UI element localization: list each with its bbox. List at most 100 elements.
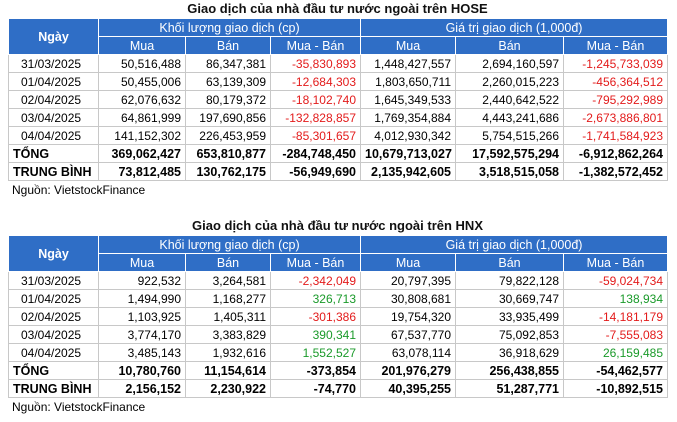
- value-cell: 26,159,485: [562, 343, 669, 362]
- value-cell: 30,669,747: [455, 289, 564, 308]
- value-cell: 62,076,632: [98, 90, 186, 109]
- column-header: Mua - Bán: [270, 36, 361, 55]
- value-cell: 3,485,143: [98, 343, 186, 362]
- value-cell: 20,797,395: [360, 271, 456, 290]
- column-header: Mua: [98, 253, 186, 272]
- table-block: Giao dịch của nhà đầu tư nước ngoài trên…: [8, 217, 669, 416]
- value-cell: 67,537,770: [360, 325, 456, 344]
- value-cell: -301,386: [270, 307, 361, 326]
- header-row: Ngày Khối lượng giao dịch (cp) Giá trị gia…: [8, 18, 669, 55]
- data-row: 31/03/2025 922,532 3,264,581 -2,342,049 20,7…: [8, 271, 669, 290]
- data-row: 02/04/2025 1,103,925 1,405,311 -301,386 19,7…: [8, 307, 669, 326]
- value-cell: -14,181,179: [562, 307, 669, 326]
- summary-value: -54,462,577: [562, 361, 669, 380]
- data-table: Ngày Khối lượng giao dịch (cp) Giá trị gia…: [8, 235, 669, 398]
- summary-label: TRUNG BÌNH: [8, 379, 99, 398]
- summary-value: -1,382,572,452: [562, 162, 669, 181]
- summary-value: -56,949,690: [270, 162, 361, 181]
- value-cell: 3,774,170: [98, 325, 186, 344]
- value-cell: 2,694,160,597: [455, 54, 564, 73]
- group-header: Giá trị giao dịch (1,000đ): [359, 235, 669, 254]
- summary-value: -74,770: [270, 379, 361, 398]
- date-header: Ngày: [8, 235, 99, 272]
- value-cell: 36,918,629: [455, 343, 564, 362]
- summary-value: -284,748,450: [270, 144, 361, 163]
- summary-value: 10,679,713,027: [360, 144, 456, 163]
- summary-value: 11,154,614: [185, 361, 271, 380]
- summary-value: 17,592,575,294: [455, 144, 564, 163]
- summary-row: TỔNG 10,780,760 11,154,614 -373,854 201,976,…: [8, 361, 669, 380]
- value-cell: 1,405,311: [185, 307, 271, 326]
- value-cell: 4,012,930,342: [360, 126, 456, 145]
- summary-row: TRUNG BÌNH 2,156,152 2,230,922 -74,770 40,39…: [8, 379, 669, 398]
- date-cell: 04/04/2025: [8, 343, 99, 362]
- data-row: 03/04/2025 64,861,999 197,690,856 -132,828,…: [8, 108, 669, 127]
- value-cell: -18,102,740: [270, 90, 361, 109]
- value-cell: -456,364,512: [562, 72, 669, 91]
- group-header: Khối lượng giao dịch (cp): [98, 235, 361, 254]
- summary-label: TỔNG: [8, 361, 99, 380]
- value-cell: 1,803,650,711: [360, 72, 456, 91]
- summary-value: 73,812,485: [98, 162, 186, 181]
- date-cell: 01/04/2025: [8, 72, 99, 91]
- header-row: Mua Bán Mua - Bán Mua Bán Mua - Bán: [9, 253, 669, 272]
- date-cell: 31/03/2025: [8, 271, 99, 290]
- column-header: Mua: [360, 36, 456, 55]
- value-cell: 326,713: [270, 289, 361, 308]
- value-cell: 4,443,241,686: [455, 108, 564, 127]
- value-cell: 1,494,990: [98, 289, 186, 308]
- group-header: Khối lượng giao dịch (cp): [98, 18, 361, 37]
- value-cell: 226,453,959: [185, 126, 271, 145]
- column-header: Bán: [455, 253, 564, 272]
- date-cell: 03/04/2025: [8, 325, 99, 344]
- data-row: 04/04/2025 141,152,302 226,453,959 -85,301,…: [8, 126, 669, 145]
- summary-label: TRUNG BÌNH: [8, 162, 99, 181]
- value-cell: 63,139,309: [185, 72, 271, 91]
- summary-value: 653,810,877: [185, 144, 271, 163]
- value-cell: 1,645,349,533: [360, 90, 456, 109]
- date-cell: 01/04/2025: [8, 289, 99, 308]
- value-cell: -2,673,886,801: [562, 108, 669, 127]
- value-cell: 79,822,128: [455, 271, 564, 290]
- summary-value: -10,892,515: [562, 379, 669, 398]
- data-row: 01/04/2025 1,494,990 1,168,277 326,713 30,80…: [8, 289, 669, 308]
- value-cell: 1,448,427,557: [360, 54, 456, 73]
- value-cell: 197,690,856: [185, 108, 271, 127]
- value-cell: 2,440,642,522: [455, 90, 564, 109]
- summary-row: TỔNG 369,062,427 653,810,877 -284,748,450 10…: [8, 144, 669, 163]
- summary-value: 256,438,855: [455, 361, 564, 380]
- summary-value: 201,976,279: [360, 361, 456, 380]
- value-cell: 3,383,829: [185, 325, 271, 344]
- date-cell: 03/04/2025: [8, 108, 99, 127]
- value-cell: -7,555,083: [562, 325, 669, 344]
- date-cell: 04/04/2025: [8, 126, 99, 145]
- group-header: Giá trị giao dịch (1,000đ): [359, 18, 669, 37]
- summary-row: TRUNG BÌNH 73,812,485 130,762,175 -56,949,6…: [8, 162, 669, 181]
- value-cell: -132,828,857: [270, 108, 361, 127]
- value-cell: 3,264,581: [185, 271, 271, 290]
- value-cell: 5,754,515,266: [455, 126, 564, 145]
- value-cell: 1,103,925: [98, 307, 186, 326]
- value-cell: -35,830,893: [270, 54, 361, 73]
- value-cell: -2,342,049: [270, 271, 361, 290]
- value-cell: 80,179,372: [185, 90, 271, 109]
- summary-value: 3,518,515,058: [455, 162, 564, 181]
- column-header: Mua: [98, 36, 186, 55]
- value-cell: 30,808,681: [360, 289, 456, 308]
- date-header: Ngày: [8, 18, 99, 55]
- table-title: Giao dịch của nhà đầu tư nước ngoài trên…: [187, 1, 488, 16]
- summary-value: 2,230,922: [185, 379, 271, 398]
- data-row: 31/03/2025 50,516,488 86,347,381 -35,830,89…: [8, 54, 669, 73]
- summary-value: 40,395,255: [360, 379, 456, 398]
- value-cell: 922,532: [98, 271, 186, 290]
- value-cell: 1,552,527: [270, 343, 361, 362]
- value-cell: -85,301,657: [270, 126, 361, 145]
- summary-value: -373,854: [270, 361, 361, 380]
- value-cell: 86,347,381: [185, 54, 271, 73]
- summary-value: 10,780,760: [98, 361, 186, 380]
- column-header: Mua: [360, 253, 456, 272]
- summary-value: 2,135,942,605: [360, 162, 456, 181]
- summary-value: 2,156,152: [98, 379, 186, 398]
- value-cell: -12,684,303: [270, 72, 361, 91]
